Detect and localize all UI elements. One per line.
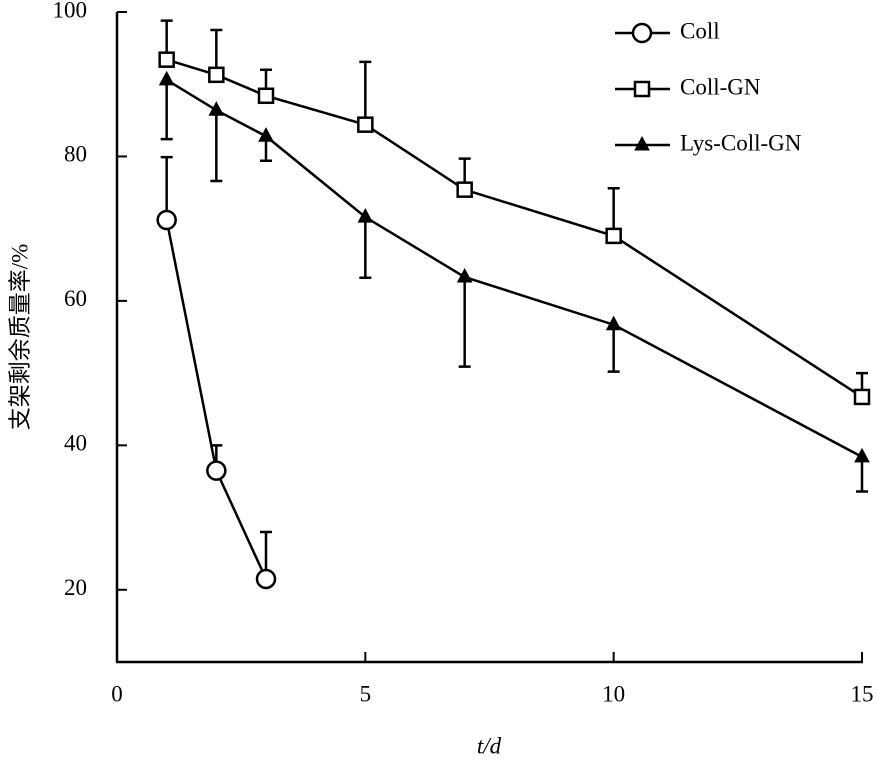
x-axis-label: t/d [477,733,502,758]
y-tick-label: 80 [64,142,87,167]
marker [357,208,374,223]
error-bar [856,456,868,493]
marker [258,127,274,142]
error-bar [359,217,372,280]
marker [156,209,177,231]
y-tick-label: 100 [53,0,88,22]
marker [357,116,374,133]
legend-label: Lys-Coll-GN [680,130,802,155]
marker [634,135,650,151]
error-bar [607,324,620,373]
marker [208,101,225,116]
marker [853,388,871,406]
marker [631,22,653,44]
error-bar [160,155,173,220]
error-bar [359,60,372,125]
marker [255,568,277,590]
series-line [166,58,863,398]
marker [605,315,622,331]
marker [257,87,275,105]
error-bar [210,110,223,183]
marker [456,181,473,198]
x-tick-label: 15 [851,681,874,706]
marker [633,80,651,98]
x-tick-label: 0 [111,681,123,706]
marker [605,227,622,245]
legend-label: Coll [680,18,720,43]
y-tick-label: 60 [64,286,87,311]
marker [854,447,870,463]
marker [206,460,227,481]
y-tick-label: 40 [64,431,87,456]
marker [158,51,175,68]
error-bar [160,79,173,141]
y-tick-label: 20 [64,575,87,600]
marker [208,66,225,84]
marker [158,70,175,86]
legend-label: Coll-GN [680,74,761,99]
y-axis-label: 支架剩余质量率/% [7,244,32,431]
x-tick-label: 10 [602,681,625,706]
marker [456,268,473,283]
error-bar [458,277,471,368]
x-tick-label: 5 [360,681,372,706]
series-line [165,219,268,580]
